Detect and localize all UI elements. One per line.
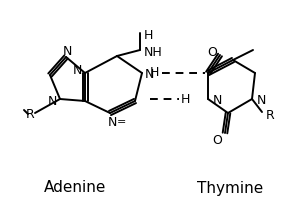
Text: NH: NH <box>144 46 163 59</box>
Text: N: N <box>107 116 117 129</box>
Text: N: N <box>62 44 72 57</box>
Text: O: O <box>212 133 222 146</box>
Text: N: N <box>72 64 82 77</box>
Text: O: O <box>207 46 217 59</box>
Text: H: H <box>144 28 153 41</box>
Text: R: R <box>266 109 274 122</box>
Text: =: = <box>116 117 126 127</box>
Text: Adenine: Adenine <box>44 180 106 195</box>
Text: N: N <box>47 95 57 108</box>
Text: R: R <box>26 108 34 121</box>
Text: H: H <box>149 67 159 80</box>
Text: Thymine: Thymine <box>197 180 263 195</box>
Text: H: H <box>180 92 190 105</box>
Text: N: N <box>257 94 266 107</box>
Text: N: N <box>144 69 154 82</box>
Text: N: N <box>213 94 222 107</box>
